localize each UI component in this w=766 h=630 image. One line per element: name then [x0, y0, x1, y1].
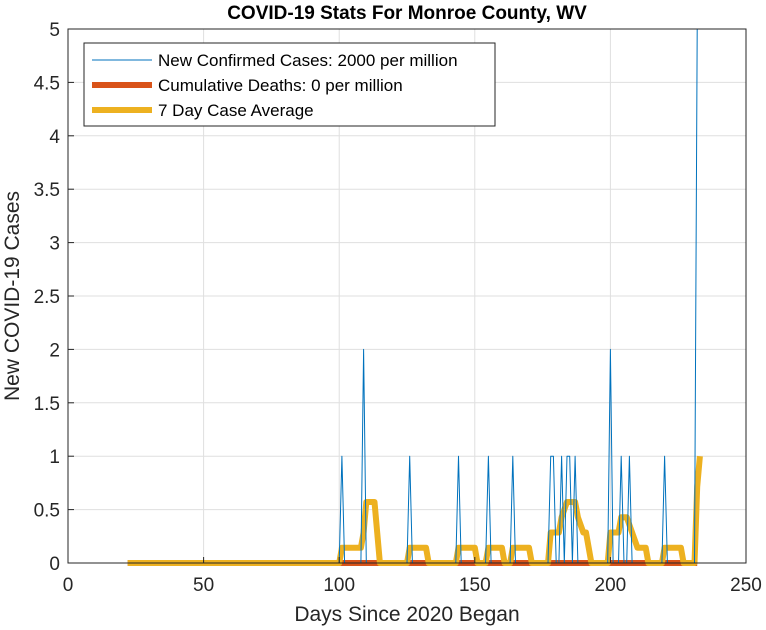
y-tick-label: 2.5 [34, 287, 60, 308]
ticks [67, 28, 747, 564]
x-axis-title: Days Since 2020 Began [294, 603, 519, 626]
y-tick-label: 0.5 [34, 501, 60, 522]
x-tick-label: 250 [730, 575, 762, 596]
x-tick-label: 0 [63, 575, 74, 596]
y-tick-label: 4 [49, 127, 60, 148]
y-tick-label: 1.5 [34, 394, 60, 415]
x-tick-label: 200 [595, 575, 627, 596]
y-tick-label: 3 [49, 234, 60, 255]
x-tick-label: 150 [459, 575, 491, 596]
legend-label-1: Cumulative Deaths: 0 per million [158, 76, 403, 95]
y-tick-label: 2 [49, 340, 60, 361]
y-tick-label: 1 [49, 447, 60, 468]
legend: New Confirmed Cases: 2000 per million Cum… [83, 42, 496, 127]
y-tick-label: 3.5 [34, 180, 60, 201]
y-tick-label: 0 [49, 554, 60, 575]
legend-label-2: 7 Day Case Average [158, 101, 314, 120]
y-axis-title: New COVID-19 Cases [1, 191, 24, 401]
x-tick-label: 50 [193, 575, 214, 596]
legend-label-0: New Confirmed Cases: 2000 per million [158, 51, 458, 70]
chart-title: COVID-19 Stats For Monroe County, WV [227, 3, 587, 24]
y-tick-label: 5 [49, 20, 60, 41]
tick-labels: 0 50 100 150 200 250 0 0.5 1 1.5 2 2.5 3 3.5 4 4.5 5 [34, 20, 762, 596]
y-tick-label: 4.5 [34, 73, 60, 94]
x-tick-label: 100 [323, 575, 355, 596]
legend-box [83, 42, 496, 127]
